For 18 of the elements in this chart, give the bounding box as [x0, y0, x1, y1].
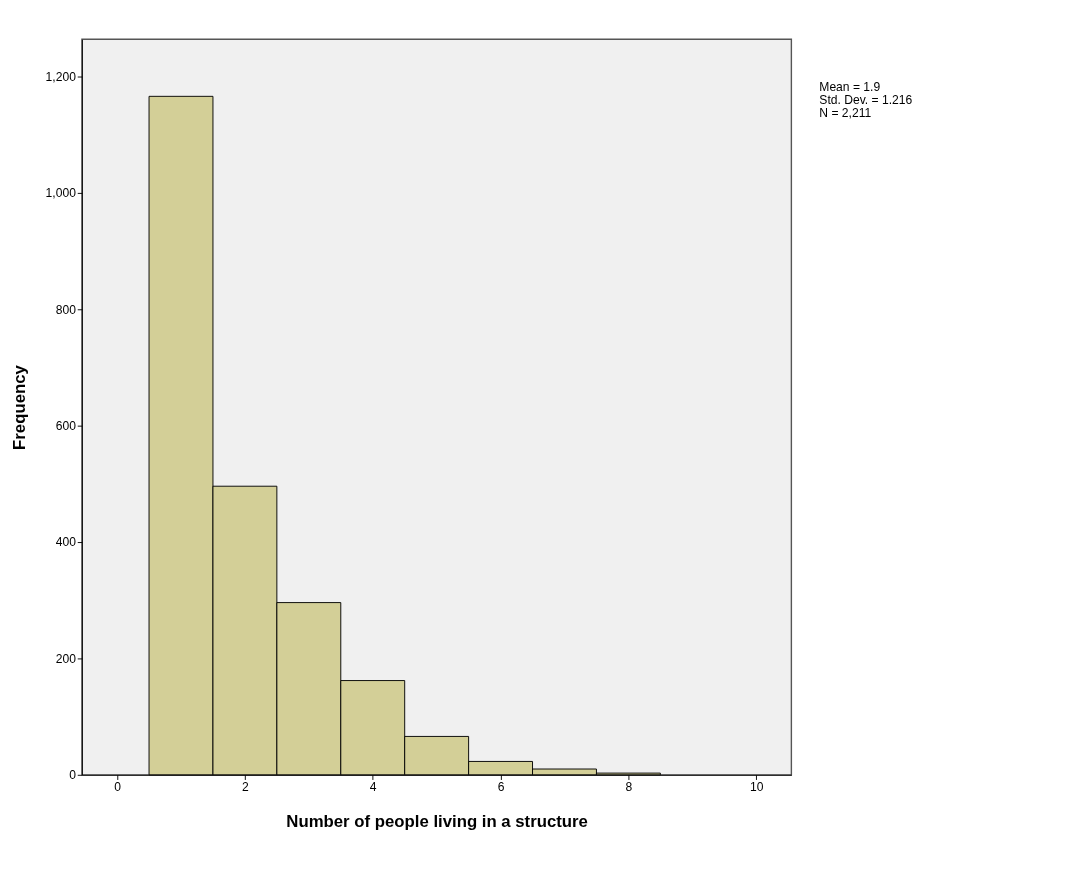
y-tick-label: 400	[55, 535, 77, 550]
y-tick-label: 200	[55, 651, 77, 666]
x-tick-label: 6	[497, 780, 505, 795]
y-tick-label: 1,000	[45, 186, 77, 201]
y-tick-label: 600	[55, 418, 77, 433]
x-tick-label: 8	[625, 780, 633, 795]
x-axis-title: Number of people living in a structure	[286, 812, 588, 832]
y-tick-label: 0	[69, 768, 77, 783]
x-tick-label: 2	[242, 780, 250, 795]
y-tick-label: 800	[55, 302, 77, 317]
y-tick-label: 1,200	[45, 69, 77, 84]
x-tick-label: 4	[369, 780, 377, 795]
text: N = 2,211	[819, 105, 872, 120]
x-tick-label: 0	[114, 780, 122, 795]
y-axis-title: Frequency	[10, 364, 30, 450]
text: Mean = 1.9	[819, 79, 881, 94]
x-tick-label: 10	[749, 780, 764, 795]
text: Std. Dev. = 1.216	[819, 92, 913, 107]
